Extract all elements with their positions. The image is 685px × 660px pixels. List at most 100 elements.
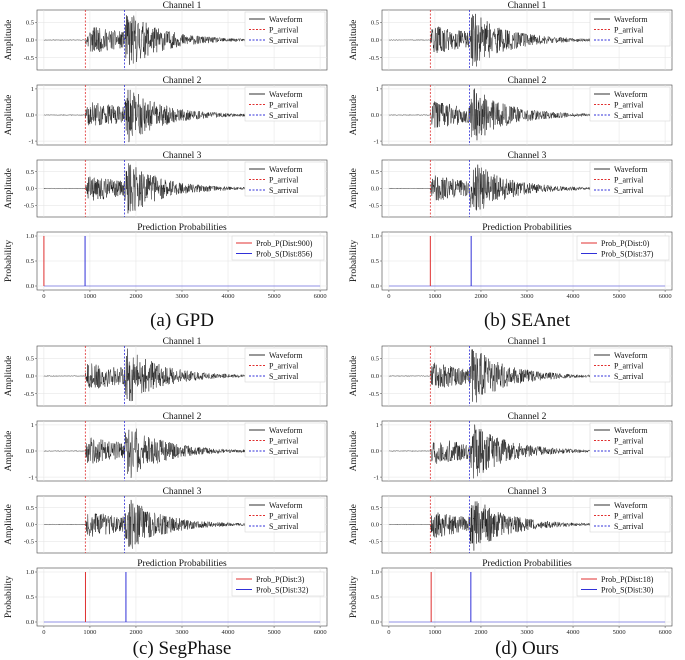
y-tick-label: 1.0 — [26, 233, 34, 240]
y-tick-label: 1 — [376, 86, 379, 93]
legend-label: S_arrival — [614, 186, 644, 195]
y-tick-label: 0.0 — [371, 283, 379, 290]
probability-panel: 0 1000 2000 3000 4000 5000 6000 1.0 0.5 0.0 Prob_P… — [4, 223, 328, 300]
y-tick-label: 0.5 — [371, 258, 379, 265]
y-tick-label: 0.0 — [26, 448, 34, 455]
y-tick-label: 1 — [31, 422, 34, 429]
probability-panel: 0 1000 2000 3000 4000 5000 6000 1.0 0.5 0.0 Prob_P… — [4, 559, 328, 636]
legend-label: S_arrival — [614, 111, 644, 120]
y-tick-label: 0.0 — [26, 37, 34, 44]
figure-caption: (d) Ours — [495, 638, 559, 659]
y-tick-label: 0.0 — [26, 112, 34, 119]
y-axis-label: Amplitude — [349, 95, 359, 136]
legend-label: S_arrival — [269, 186, 299, 195]
legend-label: P_arrival — [614, 100, 644, 109]
y-tick-label: 0.0 — [26, 619, 34, 626]
y-tick-label: 0.0 — [26, 186, 34, 193]
legend-label: S_arrival — [614, 522, 644, 531]
y-tick-label: 0.5 — [26, 20, 34, 27]
legend-label: P_arrival — [614, 175, 644, 184]
legend-label: S_arrival — [269, 372, 299, 381]
x-tick-label: 2000 — [474, 293, 487, 300]
x-tick-label: 1000 — [428, 629, 441, 636]
y-tick-label: 0.0 — [26, 373, 34, 380]
legend-label: Prob_P(Dist:3) — [256, 575, 305, 584]
legend-label: S_arrival — [269, 522, 299, 531]
channel-title: Channel 1 — [508, 1, 547, 11]
x-tick-label: 6000 — [314, 629, 327, 636]
legend-label: Waveform — [614, 351, 648, 360]
y-tick-label: 1.0 — [371, 233, 379, 240]
probability-title: Prediction Probabilities — [482, 223, 572, 233]
x-tick-label: 5000 — [268, 629, 281, 636]
y-tick-label: -1 — [29, 138, 34, 145]
y-tick-label: 0.0 — [26, 522, 34, 529]
legend-box — [589, 497, 671, 533]
legend-box — [244, 497, 326, 533]
legend-box — [244, 422, 326, 458]
x-tick-label: 2000 — [129, 629, 142, 636]
x-tick-label: 4000 — [567, 293, 580, 300]
legend-label: Prob_P(Dist:0) — [601, 239, 650, 248]
x-tick-label: 1000 — [83, 629, 96, 636]
x-tick-label: 0 — [387, 629, 390, 636]
y-tick-label: -0.5 — [24, 202, 34, 209]
y-tick-label: -0.5 — [369, 391, 379, 398]
x-tick-label: 0 — [42, 293, 45, 300]
legend-label: S_arrival — [269, 111, 299, 120]
y-tick-label: 0.0 — [371, 619, 379, 626]
y-tick-label: -1 — [374, 474, 379, 481]
y-tick-label: -0.5 — [369, 538, 379, 545]
y-tick-label: 0.5 — [371, 20, 379, 27]
legend-box — [231, 571, 325, 597]
legend-box — [589, 11, 671, 47]
y-axis-label: Amplitude — [4, 20, 14, 61]
legend-label: Waveform — [614, 426, 648, 435]
x-tick-label: 3000 — [521, 629, 534, 636]
legend-label: S_arrival — [614, 447, 644, 456]
x-tick-label: 5000 — [613, 629, 626, 636]
y-tick-label: -0.5 — [369, 202, 379, 209]
x-tick-label: 6000 — [314, 293, 327, 300]
y-axis-label: Amplitude — [349, 356, 359, 397]
legend-label: Prob_P(Dist:18) — [601, 575, 654, 584]
y-tick-label: 0.5 — [371, 594, 379, 601]
channel-title: Channel 3 — [163, 487, 202, 497]
legend-label: Waveform — [269, 90, 303, 99]
legend-label: S_arrival — [269, 36, 299, 45]
channel-title: Channel 3 — [163, 151, 202, 161]
y-tick-label: 0.0 — [371, 186, 379, 193]
y-tick-label: -0.5 — [24, 391, 34, 398]
y-tick-label: 0.5 — [371, 505, 379, 512]
y-tick-label: 0.5 — [26, 594, 34, 601]
legend-box — [231, 235, 325, 261]
legend-box — [244, 347, 326, 383]
legend-label: P_arrival — [269, 25, 299, 34]
y-axis-label: Amplitude — [4, 168, 14, 209]
y-tick-label: 1 — [31, 86, 34, 93]
x-tick-label: 4000 — [222, 293, 235, 300]
legend-label: Waveform — [269, 165, 303, 174]
legend-label: P_arrival — [269, 361, 299, 370]
legend-label: Waveform — [269, 501, 303, 510]
legend-label: Waveform — [614, 90, 648, 99]
y-tick-label: 0.5 — [371, 356, 379, 363]
y-tick-label: -1 — [29, 474, 34, 481]
legend-label: P_arrival — [269, 436, 299, 445]
channel-title: Channel 2 — [508, 412, 547, 422]
legend-label: P_arrival — [614, 361, 644, 370]
y-axis-label: Probability — [4, 576, 14, 618]
legend-label: Waveform — [269, 15, 303, 24]
x-tick-label: 3000 — [521, 293, 534, 300]
x-tick-label: 1000 — [428, 293, 441, 300]
figure-2: 0.50.0-0.5WaveformP_arrivalS_arrivalChan… — [349, 1, 673, 331]
y-tick-label: 0.5 — [26, 356, 34, 363]
y-tick-label: -0.5 — [369, 55, 379, 62]
legend-label: P_arrival — [614, 511, 644, 520]
y-tick-label: 1.0 — [26, 569, 34, 576]
x-tick-label: 6000 — [659, 293, 672, 300]
